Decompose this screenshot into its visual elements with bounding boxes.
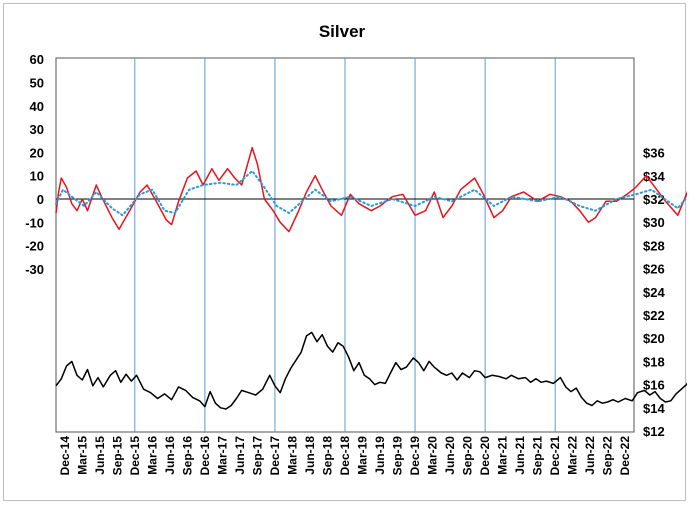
left-tick-label: 10 [30, 169, 44, 184]
left-tick-label: 40 [30, 99, 44, 114]
right-tick-label: $34 [643, 169, 665, 184]
x-tick-label: Mar-16 [145, 436, 159, 475]
right-tick-label: $20 [643, 331, 665, 346]
x-tick-label: Dec-14 [58, 436, 72, 476]
x-tick-label: Dec-22 [618, 436, 632, 476]
left-tick-label: 30 [30, 122, 44, 137]
x-tick-label: Sep-19 [391, 436, 405, 476]
x-tick-label: Mar-17 [215, 436, 229, 475]
x-tick-label: Jun-19 [373, 436, 387, 475]
x-axis-ticks: Dec-14 Mar-15 Jun-15 Sep-15 Dec-15 Mar-16 Jun-… [58, 436, 632, 476]
x-tick-label: Jun-18 [303, 436, 317, 475]
left-tick-label: 20 [30, 145, 44, 160]
left-tick-label: 0 [37, 192, 44, 207]
vertical-markers [134, 58, 556, 432]
series-line-0 [55, 146, 687, 233]
x-tick-label: Mar-19 [356, 436, 370, 475]
x-tick-label: Dec-18 [338, 436, 352, 476]
x-tick-label: Jun-16 [163, 436, 177, 475]
x-tick-label: Dec-17 [268, 436, 282, 476]
right-tick-label: $14 [643, 401, 665, 416]
x-tick-label: Dec-15 [128, 436, 142, 476]
chart-title: Silver [319, 22, 366, 41]
x-tick-label: Dec-19 [408, 436, 422, 476]
right-tick-label: $24 [643, 285, 665, 300]
left-tick-label: 60 [30, 52, 44, 67]
right-tick-label: $28 [643, 238, 665, 253]
chart-frame: Silver 60 50 40 30 20 10 0 -10 -20 -30 $36 $34 $32 $… [3, 3, 687, 501]
x-tick-label: Sep-20 [461, 436, 475, 476]
right-axis-ticks: $36 $34 $32 $30 $28 $26 $24 $22 $20 $18 $16 $14 $12 [643, 146, 665, 439]
x-tick-label: Jun-20 [443, 436, 457, 475]
right-tick-label: $16 [643, 378, 665, 393]
x-tick-label: Sep-21 [531, 436, 545, 476]
x-tick-label: Sep-16 [180, 436, 194, 476]
x-tick-label: Sep-17 [250, 436, 264, 476]
x-tick-label: Dec-20 [478, 436, 492, 476]
x-tick-label: Mar-15 [75, 436, 89, 475]
x-tick-label: Jun-17 [233, 436, 247, 475]
x-tick-label: Mar-21 [496, 436, 510, 475]
x-tick-label: Mar-18 [285, 436, 299, 475]
right-tick-label: $32 [643, 192, 665, 207]
right-tick-label: $22 [643, 308, 665, 323]
x-tick-label: Sep-18 [320, 436, 334, 476]
right-tick-label: $30 [643, 215, 665, 230]
right-tick-label: $12 [643, 424, 665, 439]
x-tick-label: Sep-22 [601, 436, 615, 476]
x-tick-label: Mar-22 [566, 436, 580, 475]
x-tick-label: Jun-21 [513, 436, 527, 475]
series-line-2 [55, 331, 687, 410]
left-tick-label: -10 [25, 215, 44, 230]
x-tick-label: Jun-22 [583, 436, 597, 475]
x-tick-label: Dec-21 [548, 436, 562, 476]
left-tick-label: -30 [25, 262, 44, 277]
right-tick-label: $36 [643, 146, 665, 161]
series-line-1 [55, 170, 687, 217]
x-tick-label: Jun-15 [93, 436, 107, 475]
left-tick-label: 50 [30, 76, 44, 91]
x-tick-label: Sep-15 [110, 436, 124, 476]
left-axis-ticks: 60 50 40 30 20 10 0 -10 -20 -30 [25, 52, 44, 277]
right-tick-label: $26 [643, 262, 665, 277]
left-tick-label: -20 [25, 239, 44, 254]
x-tick-label: Dec-16 [198, 436, 212, 476]
x-tick-label: Mar-20 [426, 436, 440, 475]
series-lines [55, 146, 687, 410]
right-tick-label: $18 [643, 354, 665, 369]
